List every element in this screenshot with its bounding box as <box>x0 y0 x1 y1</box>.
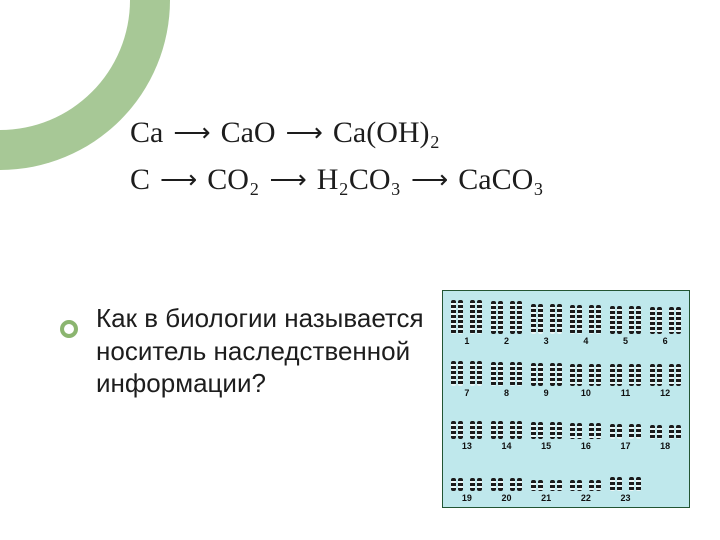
chromosome-label: 20 <box>501 493 511 503</box>
chromosome-pair: 7 <box>449 350 485 399</box>
chromosome-pair: 12 <box>647 350 683 399</box>
chemistry-formulas: Ca⟶CaO⟶Ca(OH)₂ C⟶CO₂⟶H₂CO₃⟶CaCO₃ <box>130 110 544 203</box>
formula-row-1: Ca⟶CaO⟶Ca(OH)₂ <box>130 110 544 157</box>
chromosome-label: 10 <box>581 388 591 398</box>
chromosome-pair: 9 <box>528 350 564 399</box>
chromosome-label: 7 <box>464 388 469 398</box>
chromosome-label: 12 <box>660 388 670 398</box>
chromosome-pair: 3 <box>528 297 564 346</box>
chromosome-pair: 18 <box>647 402 683 451</box>
formula-term: Ca(OH)₂ <box>333 110 440 157</box>
chromosome-label: 14 <box>501 441 511 451</box>
arrow-icon: ⟶ <box>409 160 450 200</box>
chromosome-pair: 1 <box>449 297 485 346</box>
chromosome-label: 3 <box>544 336 549 346</box>
chromosome-label: 2 <box>504 336 509 346</box>
formula-term: Ca <box>130 110 163 157</box>
formula-term: CO₂ <box>207 157 259 204</box>
question-text: Как в биологии называется носитель насле… <box>96 302 426 400</box>
formula-term: H₂CO₃ <box>317 157 401 204</box>
chromosome-label: 17 <box>620 441 630 451</box>
chromosome-pair: 4 <box>568 297 604 346</box>
chromosome-pair: 15 <box>528 402 564 451</box>
bullet-decoration <box>60 320 78 338</box>
chromosome-label: 19 <box>462 493 472 503</box>
chromosome-pair: 2 <box>489 297 525 346</box>
arrow-icon: ⟶ <box>171 113 212 153</box>
chromosome-label: 1 <box>464 336 469 346</box>
arrow-icon: ⟶ <box>158 160 199 200</box>
chromosome-label: 15 <box>541 441 551 451</box>
chromosome-pair: 11 <box>608 350 644 399</box>
formula-row-2: C⟶CO₂⟶H₂CO₃⟶CaCO₃ <box>130 157 544 204</box>
chromosome-label: 11 <box>621 388 631 398</box>
chromosome-label: 16 <box>581 441 591 451</box>
formula-term: CaCO₃ <box>458 157 543 204</box>
chromosome-pair: 17 <box>608 402 644 451</box>
chromosome-pair: 13 <box>449 402 485 451</box>
chromosome-label: 9 <box>544 388 549 398</box>
chromosome-label: 21 <box>541 493 551 503</box>
chromosome-label: 13 <box>462 441 472 451</box>
formula-term: C <box>130 157 150 204</box>
chromosome-pair: 5 <box>608 297 644 346</box>
chromosome-pair: 20 <box>489 455 525 504</box>
chromosome-label: 23 <box>620 493 630 503</box>
chromosome-pair: 22 <box>568 455 604 504</box>
chromosome-pair: 14 <box>489 402 525 451</box>
chromosome-pair: 23 <box>608 455 644 504</box>
chromosome-pair: 16 <box>568 402 604 451</box>
chromosome-label: 4 <box>583 336 588 346</box>
chromosome-pair: 19 <box>449 455 485 504</box>
chromosome-pair: 8 <box>489 350 525 399</box>
chromosome-pair: 21 <box>528 455 564 504</box>
chromosome-label: 8 <box>504 388 509 398</box>
arrow-icon: ⟶ <box>284 113 325 153</box>
arrow-icon: ⟶ <box>267 160 308 200</box>
chromosome-pair: 10 <box>568 350 604 399</box>
formula-term: CaO <box>221 110 276 157</box>
chromosome-pair: 6 <box>647 297 683 346</box>
chromosome-label: 22 <box>581 493 591 503</box>
chromosome-label: 18 <box>660 441 670 451</box>
accent-corner <box>0 0 130 130</box>
karyotype-chart: 1234567891011121314151617181920212223 <box>442 290 690 508</box>
chromosome-label: 6 <box>663 336 668 346</box>
chromosome-label: 5 <box>623 336 628 346</box>
